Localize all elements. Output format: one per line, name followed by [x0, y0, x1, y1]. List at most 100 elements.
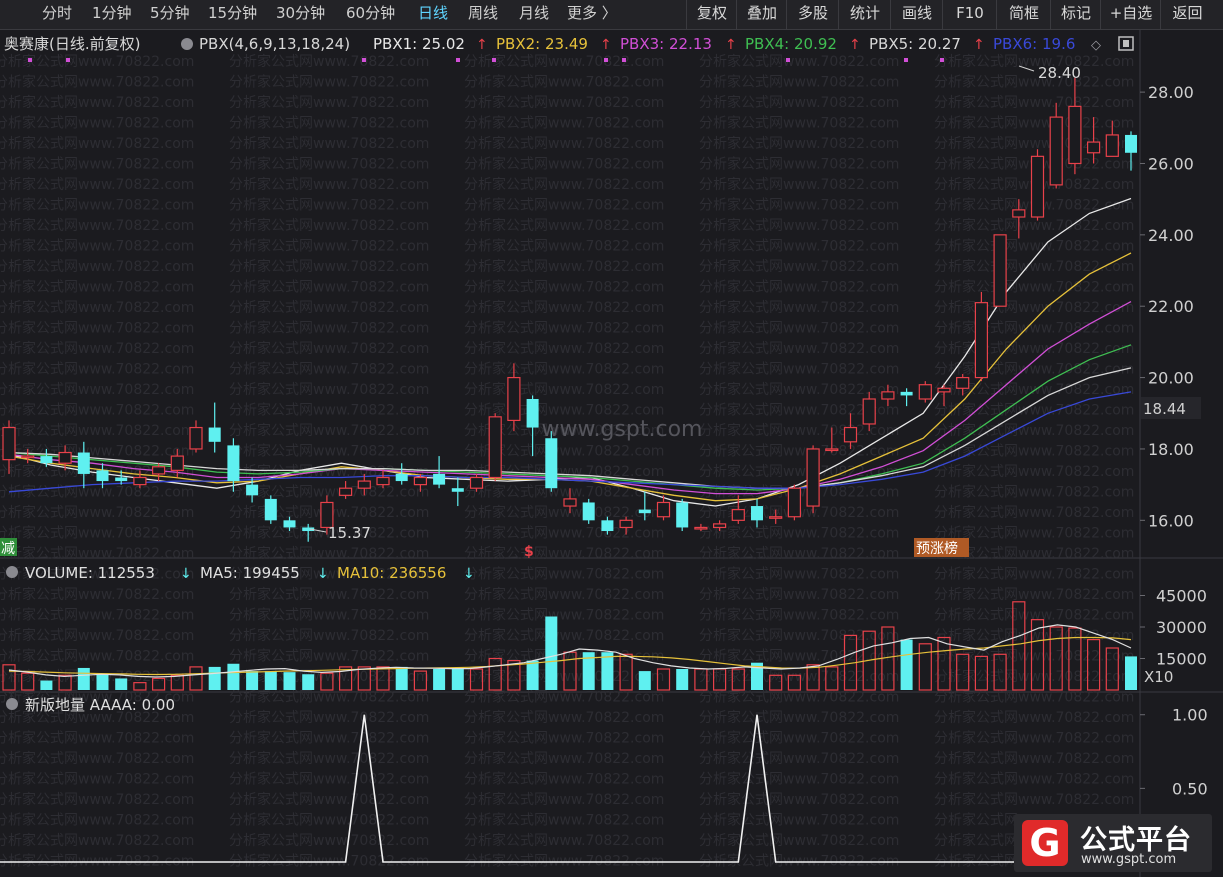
- kline-chart[interactable]: 分析家公式网www.70822.com 分析家公式网www.70822.com 分析…: [0, 30, 1223, 877]
- price-tick-label: 22.00: [1148, 297, 1194, 316]
- signal-dot: [786, 58, 790, 62]
- watermark-text: 分析家公式网www.70822.com: [934, 463, 1134, 480]
- watermark-text: 分析家公式网www.70822.com: [934, 320, 1134, 337]
- watermark-text: 分析家公式网www.70822.com: [0, 832, 194, 849]
- watermark-text: 分析家公式网www.70822.com: [934, 730, 1134, 747]
- period-15min[interactable]: 15分钟: [208, 0, 257, 29]
- f10-button[interactable]: F10: [942, 0, 997, 29]
- volume-bar: [78, 668, 90, 690]
- watermark-text: 分析家公式网www.70822.com: [229, 791, 429, 808]
- watermark-text: 分析家公式网www.70822.com: [934, 586, 1134, 603]
- watermark-text: 分析家公式网www.70822.com: [0, 176, 194, 193]
- watermark-text: 分析家公式网www.70822.com: [0, 812, 194, 829]
- signal-dot: [604, 58, 608, 62]
- restore-rights-button[interactable]: 复权: [686, 0, 737, 29]
- signal-dot: [66, 58, 70, 62]
- multi-stock-button[interactable]: 多股: [786, 0, 839, 29]
- watermark-text: 分析家公式网www.70822.com: [699, 258, 899, 275]
- pbx5-label: PBX5: 20.27: [869, 35, 961, 53]
- watermark-text: 分析家公式网www.70822.com: [464, 627, 664, 644]
- expand-diamond-icon[interactable]: ◇: [1091, 38, 1101, 53]
- pbx3-label: PBX3: 22.13: [620, 35, 712, 53]
- draw-line-button[interactable]: 画线: [890, 0, 943, 29]
- watermark-text: 分析家公式网www.70822.com: [699, 238, 899, 255]
- center-watermark: www.gspt.com: [542, 417, 703, 442]
- overlay-button[interactable]: 叠加: [736, 0, 787, 29]
- pbx5-up-arrow-icon: ↑: [973, 37, 985, 53]
- period-intraday[interactable]: 分时: [42, 0, 72, 29]
- watermark-text: 分析家公式网www.70822.com: [464, 156, 664, 173]
- price-axis: 28.00 26.00 24.00 22.00 20.00 18.00 16.00: [1140, 83, 1194, 530]
- watermark-text: 分析家公式网www.70822.com: [464, 730, 664, 747]
- period-5min[interactable]: 5分钟: [150, 0, 190, 29]
- watermark-text: 分析家公式网www.70822.com: [229, 832, 429, 849]
- period-more[interactable]: 更多 〉: [567, 0, 617, 29]
- indicator-settings-icon[interactable]: [181, 38, 193, 50]
- watermark-text: 分析家公式网www.70822.com: [464, 832, 664, 849]
- watermark-text: 分析家公式网www.70822.com: [0, 279, 194, 296]
- add-watchlist-button[interactable]: +自选: [1100, 0, 1161, 29]
- period-daily[interactable]: 日线: [418, 0, 448, 29]
- watermark-text: 分析家公式网www.70822.com: [699, 74, 899, 91]
- watermark-text: 分析家公式网www.70822.com: [0, 648, 194, 665]
- volume-label: VOLUME: 112553: [25, 564, 155, 582]
- watermark-text: 分析家公式网www.70822.com: [464, 484, 664, 501]
- candle: [265, 495, 277, 524]
- simple-frame-button[interactable]: 简框: [996, 0, 1051, 29]
- watermark-text: 分析家公式网www.70822.com: [464, 197, 664, 214]
- watermark-text: 分析家公式网www.70822.com: [0, 484, 194, 501]
- signal-dot: [362, 58, 366, 62]
- period-1min[interactable]: 1分钟: [92, 0, 132, 29]
- candle: [489, 413, 501, 481]
- watermark-text: 分析家公式网www.70822.com: [464, 115, 664, 132]
- watermark-text: 分析家公式网www.70822.com: [464, 258, 664, 275]
- panel-maximize-inner-icon: [1123, 40, 1129, 47]
- watermark-text: 分析家公式网www.70822.com: [699, 53, 899, 70]
- back-button[interactable]: 返回: [1160, 0, 1214, 29]
- watermark-text: 分析家公式网www.70822.com: [699, 586, 899, 603]
- watermark-text: 分析家公式网www.70822.com: [464, 545, 664, 562]
- vol-ma10-down-arrow-icon: ↓: [463, 566, 475, 582]
- volume-bar: [545, 617, 557, 691]
- watermark-text: 分析家公式网www.70822.com: [699, 525, 899, 542]
- watermark-text: 分析家公式网www.70822.com: [464, 279, 664, 296]
- watermark-text: 分析家公式网www.70822.com: [464, 525, 664, 542]
- watermark-text: 分析家公式网www.70822.com: [229, 135, 429, 152]
- candle: [209, 403, 221, 453]
- watermark-text: 分析家公式网www.70822.com: [229, 238, 429, 255]
- stock-title: 奥赛康(日线.前复权): [4, 35, 140, 53]
- pbx4-up-arrow-icon: ↑: [849, 37, 861, 53]
- volume-bar: [97, 674, 109, 690]
- pbx1-label: PBX1: 25.02: [373, 35, 465, 53]
- volume-settings-icon[interactable]: [6, 566, 18, 578]
- watermark-text: 分析家公式网www.70822.com: [229, 812, 429, 829]
- signal-dot: [456, 58, 460, 62]
- watermark-text: 分析家公式网www.70822.com: [229, 607, 429, 624]
- period-60min[interactable]: 60分钟: [346, 0, 395, 29]
- watermark-text: 分析家公式网www.70822.com: [699, 771, 899, 788]
- watermark-text: 分析家公式网www.70822.com: [699, 607, 899, 624]
- period-30min[interactable]: 30分钟: [276, 0, 325, 29]
- logo-mark-icon: G: [1022, 820, 1068, 866]
- watermark-text: 分析家公式网www.70822.com: [934, 361, 1134, 378]
- signal-dot: [940, 58, 944, 62]
- watermark-text: 分析家公式网www.70822.com: [699, 627, 899, 644]
- price-tick-label: 24.00: [1148, 226, 1194, 245]
- watermark-text: 分析家公式网www.70822.com: [464, 709, 664, 726]
- watermark-text: 分析家公式网www.70822.com: [464, 791, 664, 808]
- period-weekly[interactable]: 周线: [468, 0, 498, 29]
- watermark-text: 分析家公式网www.70822.com: [229, 258, 429, 275]
- watermark-text: 分析家公式网www.70822.com: [699, 648, 899, 665]
- period-monthly[interactable]: 月线: [519, 0, 549, 29]
- watermark-text: 分析家公式网www.70822.com: [229, 627, 429, 644]
- pbx6-label: PBX6: 19.6: [993, 35, 1075, 53]
- mark-button[interactable]: 标记: [1050, 0, 1101, 29]
- watermark-text: 分析家公式网www.70822.com: [934, 279, 1134, 296]
- aaaa-settings-icon[interactable]: [6, 698, 18, 710]
- volume-axis: 450003000015000: [1140, 587, 1207, 669]
- watermark-text: 分析家公式网www.70822.com: [464, 566, 664, 583]
- watermark-text: 分析家公式网www.70822.com: [699, 217, 899, 234]
- statistics-button[interactable]: 统计: [838, 0, 891, 29]
- watermark-text: 分析家公式网www.70822.com: [0, 504, 194, 521]
- price-tick-label: 18.00: [1148, 440, 1194, 459]
